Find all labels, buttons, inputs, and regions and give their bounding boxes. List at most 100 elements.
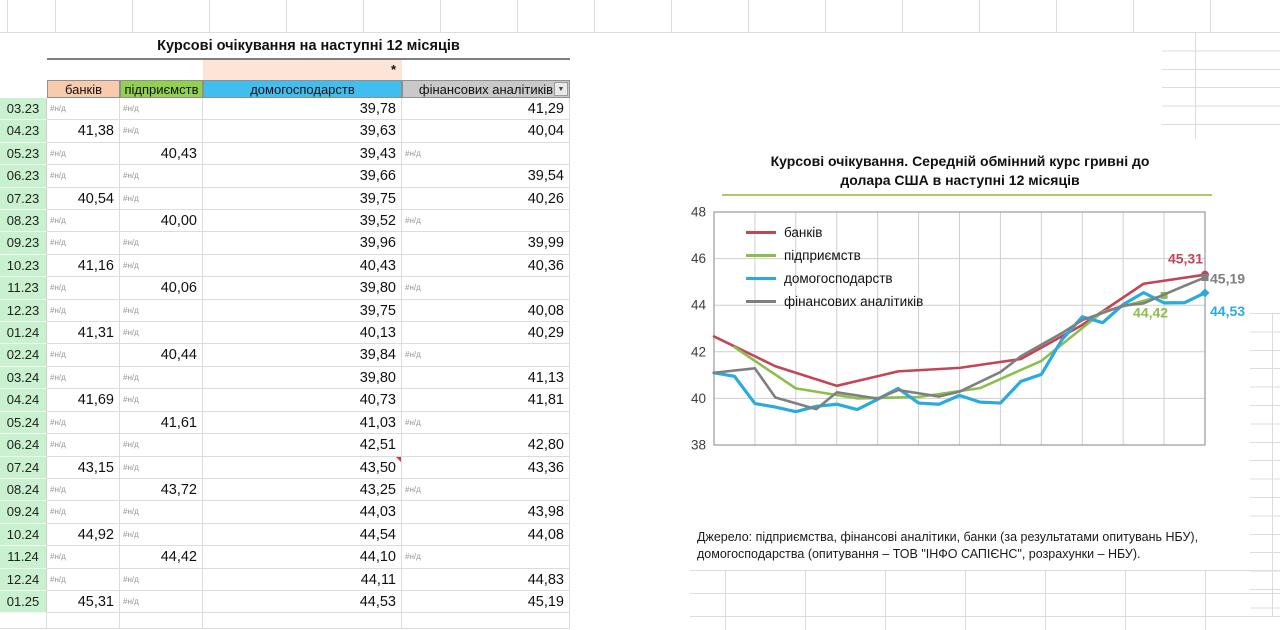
cell-11.23-col1[interactable]: #н/д <box>47 277 120 300</box>
cell-05.23-col1[interactable]: #н/д <box>47 142 120 166</box>
row-label-12.23[interactable]: 12.23 <box>0 299 47 323</box>
cell-01.24-col2[interactable]: #н/д <box>120 322 203 345</box>
cell-09.23-col1[interactable]: #н/д <box>47 232 120 255</box>
cell-07.24-col4[interactable]: 43,36 <box>402 456 570 479</box>
row-label-07.23[interactable]: 07.23 <box>0 187 47 211</box>
cell-11.24-col1[interactable]: #н/д <box>47 546 120 569</box>
cell-05.23-col4[interactable]: #н/д <box>402 142 570 166</box>
cell-06.23-col4[interactable]: 39,54 <box>402 165 570 188</box>
cell-12.23-col1[interactable]: #н/д <box>47 299 120 323</box>
cell-05.23-col3[interactable]: 39,43 <box>203 142 402 166</box>
column-header-4[interactable]: фінансових аналітиків ▼ <box>402 80 570 98</box>
row-label-09.23[interactable]: 09.23 <box>0 232 47 255</box>
cell-07.23-col3[interactable]: 39,75 <box>203 187 402 211</box>
cell-04.23-col1[interactable]: 41,38 <box>47 120 120 143</box>
cell-09.24-col4[interactable]: 43,98 <box>402 501 570 524</box>
row-label-11.23[interactable]: 11.23 <box>0 277 47 300</box>
cell-01.25-col1[interactable]: 45,31 <box>47 590 120 614</box>
row-label-05.23[interactable]: 05.23 <box>0 142 47 166</box>
cell-07.24-col2[interactable]: #н/д <box>120 456 203 479</box>
cell-08.24-col2[interactable]: 43,72 <box>120 478 203 502</box>
cell-02.24-col2[interactable]: 40,44 <box>120 344 203 367</box>
cell-04.23-col4[interactable]: 40,04 <box>402 120 570 143</box>
cell-02.24-col4[interactable]: #н/д <box>402 344 570 367</box>
cell-10.24-col4[interactable]: 44,08 <box>402 523 570 547</box>
row-label-09.24[interactable]: 09.24 <box>0 501 47 524</box>
row-label-11.24[interactable]: 11.24 <box>0 546 47 569</box>
cell-09.23-col2[interactable]: #н/д <box>120 232 203 255</box>
row-label-08.23[interactable]: 08.23 <box>0 210 47 233</box>
cell-06.23-col2[interactable]: #н/д <box>120 165 203 188</box>
row-label-07.24[interactable]: 07.24 <box>0 456 47 479</box>
row-label-04.24[interactable]: 04.24 <box>0 389 47 412</box>
cell-10.24-col3[interactable]: 44,54 <box>203 523 402 547</box>
cell-04.24-col1[interactable]: 41,69 <box>47 389 120 412</box>
cell-02.24-col3[interactable]: 39,84 <box>203 344 402 367</box>
cell-12.23-col4[interactable]: 40,08 <box>402 299 570 323</box>
cell-03.23-col3[interactable]: 39,78 <box>203 98 402 121</box>
filter-dropdown-button[interactable]: ▼ <box>554 82 568 96</box>
cell-03.24-col3[interactable]: 39,80 <box>203 366 402 390</box>
cell-12.24-col4[interactable]: 44,83 <box>402 568 570 591</box>
cell-09.24-col3[interactable]: 44,03 <box>203 501 402 524</box>
cell-05.24-col4[interactable]: #н/д <box>402 411 570 435</box>
cell-10.23-col1[interactable]: 41,16 <box>47 254 120 278</box>
cell-03.24-col1[interactable]: #н/д <box>47 366 120 390</box>
row-label-06.23[interactable]: 06.23 <box>0 165 47 188</box>
row-label-12.24[interactable]: 12.24 <box>0 568 47 591</box>
cell-03.23-col4[interactable]: 41,29 <box>402 98 570 121</box>
row-label-08.24[interactable]: 08.24 <box>0 478 47 502</box>
cell-11.24-col3[interactable]: 44,10 <box>203 546 402 569</box>
cell-06.23-col1[interactable]: #н/д <box>47 165 120 188</box>
cell-04.23-col3[interactable]: 39,63 <box>203 120 402 143</box>
row-label-04.23[interactable]: 04.23 <box>0 120 47 143</box>
cell-11.23-col3[interactable]: 39,80 <box>203 277 402 300</box>
cell-01.24-col3[interactable]: 40,13 <box>203 322 402 345</box>
cell-07.23-col1[interactable]: 40,54 <box>47 187 120 211</box>
cell-05.24-col2[interactable]: 41,61 <box>120 411 203 435</box>
row-label-02.24[interactable]: 02.24 <box>0 344 47 367</box>
row-label-03.24[interactable]: 03.24 <box>0 366 47 390</box>
cell-07.24-col3[interactable]: 43,50 <box>203 456 402 479</box>
cell-07.23-col2[interactable]: #н/д <box>120 187 203 211</box>
cell-12.23-col3[interactable]: 39,75 <box>203 299 402 323</box>
cell-02.24-col1[interactable]: #н/д <box>47 344 120 367</box>
cell-09.23-col3[interactable]: 39,96 <box>203 232 402 255</box>
cell-09.23-col4[interactable]: 39,99 <box>402 232 570 255</box>
cell-08.24-col1[interactable]: #н/д <box>47 478 120 502</box>
cell-11.23-col4[interactable]: #н/д <box>402 277 570 300</box>
cell-03.23-col2[interactable]: #н/д <box>120 98 203 121</box>
column-header-3[interactable]: домогосподарств <box>203 80 402 98</box>
row-label-03.23[interactable]: 03.23 <box>0 98 47 121</box>
cell-10.23-col3[interactable]: 40,43 <box>203 254 402 278</box>
cell-08.23-col3[interactable]: 39,52 <box>203 210 402 233</box>
cell-12.24-col2[interactable]: #н/д <box>120 568 203 591</box>
cell-11.23-col2[interactable]: 40,06 <box>120 277 203 300</box>
column-header-2[interactable]: підприємств <box>120 80 203 98</box>
cell-08.24-col3[interactable]: 43,25 <box>203 478 402 502</box>
cell-01.24-col4[interactable]: 40,29 <box>402 322 570 345</box>
cell-06.24-col1[interactable]: #н/д <box>47 434 120 457</box>
cell-05.24-col3[interactable]: 41,03 <box>203 411 402 435</box>
row-label-10.24[interactable]: 10.24 <box>0 523 47 547</box>
cell-04.24-col4[interactable]: 41,81 <box>402 389 570 412</box>
cell-08.23-col4[interactable]: #н/д <box>402 210 570 233</box>
cell-06.24-col4[interactable]: 42,80 <box>402 434 570 457</box>
cell-01.25-col3[interactable]: 44,53 <box>203 590 402 614</box>
row-label-01.24[interactable]: 01.24 <box>0 322 47 345</box>
cell-10.23-col4[interactable]: 40,36 <box>402 254 570 278</box>
cell-05.23-col2[interactable]: 40,43 <box>120 142 203 166</box>
cell-12.24-col1[interactable]: #н/д <box>47 568 120 591</box>
cell-12.23-col2[interactable]: #н/д <box>120 299 203 323</box>
cell-07.23-col4[interactable]: 40,26 <box>402 187 570 211</box>
column-header-1[interactable]: банків <box>47 80 120 98</box>
cell-06.23-col3[interactable]: 39,66 <box>203 165 402 188</box>
cell-04.24-col2[interactable]: #н/д <box>120 389 203 412</box>
cell-01.24-col1[interactable]: 41,31 <box>47 322 120 345</box>
cell-12.24-col3[interactable]: 44,11 <box>203 568 402 591</box>
cell-08.23-col2[interactable]: 40,00 <box>120 210 203 233</box>
row-label-10.23[interactable]: 10.23 <box>0 254 47 278</box>
row-label-06.24[interactable]: 06.24 <box>0 434 47 457</box>
cell-07.24-col1[interactable]: 43,15 <box>47 456 120 479</box>
cell-05.24-col1[interactable]: #н/д <box>47 411 120 435</box>
